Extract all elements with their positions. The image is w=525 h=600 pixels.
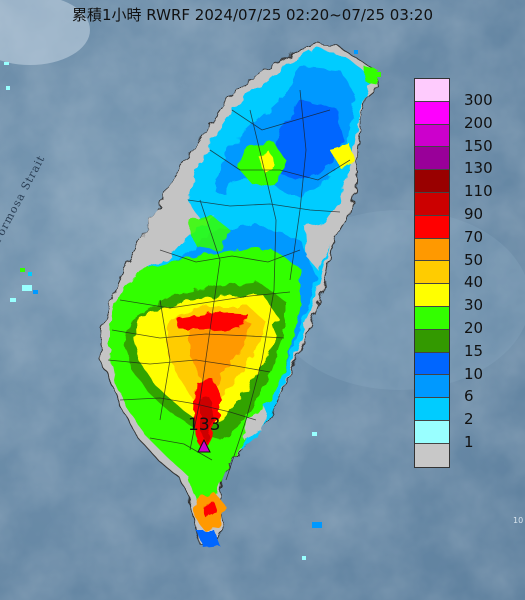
legend-label: 300 bbox=[464, 91, 493, 109]
legend-swatch bbox=[415, 147, 449, 171]
legend-label: 1 bbox=[464, 432, 474, 451]
cloud-patch bbox=[270, 210, 525, 390]
peak-marker-icon bbox=[197, 438, 211, 453]
legend-label: 10 bbox=[464, 364, 484, 383]
legend-swatch bbox=[415, 352, 449, 376]
legend-label: 20 bbox=[464, 318, 484, 337]
legend-label: 40 bbox=[464, 273, 484, 292]
legend-swatch bbox=[415, 306, 449, 330]
legend-color-bar bbox=[414, 78, 450, 468]
legend-swatch bbox=[415, 238, 449, 262]
legend-swatch bbox=[415, 79, 449, 102]
legend-label: 130 bbox=[464, 159, 493, 178]
offshore-echoes bbox=[4, 50, 381, 560]
legend-swatch bbox=[415, 124, 449, 148]
cloud-patch bbox=[0, 0, 90, 65]
dry-area bbox=[140, 196, 330, 440]
legend-label: 15 bbox=[464, 341, 484, 360]
legend-label: 70 bbox=[464, 227, 484, 246]
legend-label: 90 bbox=[464, 204, 484, 223]
legend-labels: 300 200 150 130 110 90 70 50 40 30 20 15 10 6 2 1 bbox=[464, 78, 524, 466]
legend-label: 150 bbox=[464, 136, 493, 155]
legend-label: 110 bbox=[464, 182, 493, 201]
legend-swatch bbox=[415, 170, 449, 193]
legend-swatch bbox=[415, 284, 449, 307]
legend-swatch bbox=[415, 420, 449, 444]
legend-swatch bbox=[415, 215, 449, 239]
corner-mark: 10 bbox=[513, 516, 524, 525]
legend-label: 2 bbox=[464, 410, 474, 429]
peak-value-label: 133 bbox=[188, 415, 221, 435]
legend-swatch bbox=[415, 101, 449, 125]
legend-swatch bbox=[415, 443, 449, 467]
legend-label bbox=[464, 454, 524, 477]
legend-label: 200 bbox=[464, 113, 493, 132]
legend-swatch bbox=[415, 398, 449, 421]
legend-label: 50 bbox=[464, 250, 484, 269]
map-title: 累積1小時 RWRF 2024/07/25 02:20~07/25 03:20 bbox=[72, 6, 434, 24]
legend-swatch bbox=[415, 329, 449, 353]
legend-swatch bbox=[415, 192, 449, 216]
legend-swatch bbox=[415, 375, 449, 399]
boundary-lines bbox=[107, 89, 351, 481]
legend-label: 30 bbox=[464, 296, 484, 315]
legend-swatch bbox=[415, 261, 449, 285]
legend-label: 6 bbox=[464, 387, 474, 406]
